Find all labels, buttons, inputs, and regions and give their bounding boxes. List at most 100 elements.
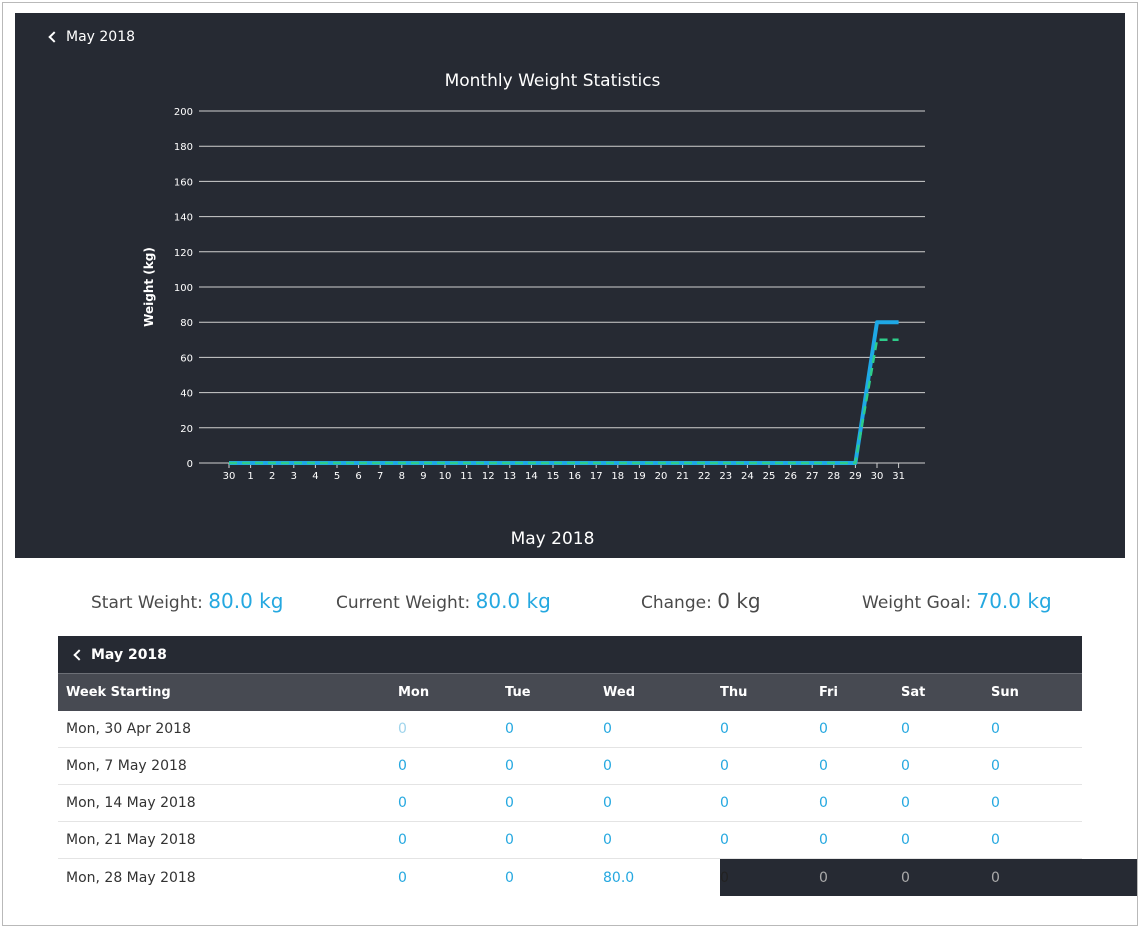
table-body: Mon, 30 Apr 2018 0 0 0 0 0 0 0 Mon, 7 May 2018 0 0… [58,711,1137,896]
column-header: Fri [819,685,838,700]
day-weight-cell[interactable]: 0 [720,832,729,848]
y-tick-label: 40 [180,389,193,400]
weight-goal-label: Weight Goal: [862,593,972,613]
day-weight-cell[interactable]: 0 [505,721,514,737]
current-weight-label: Current Weight: [336,593,471,613]
table-row: Mon, 7 May 2018 0 0 0 0 0 0 0 [58,748,1082,785]
current-weight-value: 80.0 kg [475,589,551,613]
day-weight-cell[interactable]: 0 [819,721,828,737]
prev-month-button[interactable]: May 2018 [47,29,135,45]
week-start-cell: Mon, 30 Apr 2018 [66,721,191,737]
day-weight-cell[interactable]: 0 [505,795,514,811]
x-tick-label: 10 [439,471,452,482]
x-tick-label: 12 [482,471,495,482]
day-weight-cell[interactable]: 0 [603,758,612,774]
x-tick-label: 20 [655,471,668,482]
weekly-weight-table: May 2018 Week Starting Mon Tue Wed Thu Fri Sat… [58,636,1137,896]
column-header: Week Starting [66,685,171,700]
table-row: Mon, 21 May 2018 0 0 0 0 0 0 0 [58,822,1082,859]
day-weight-cell[interactable]: 0 [398,758,407,774]
column-header: Wed [603,685,635,700]
weight-change-value: 0 kg [717,589,761,613]
day-weight-cell[interactable]: 0 [720,795,729,811]
y-tick-label: 120 [174,248,193,259]
x-tick-label: 22 [698,471,711,482]
day-weight-cell[interactable]: 0 [819,869,828,886]
weight-change: Change: 0 kg [641,589,761,613]
day-weight-cell[interactable]: 0 [720,859,1137,896]
y-tick-label: 20 [180,424,193,435]
day-weight-cell[interactable]: 0 [819,795,828,811]
table-month-label: May 2018 [91,646,167,663]
day-weight-cell[interactable]: 80.0 [603,869,635,886]
x-tick-label: 21 [676,471,689,482]
weight-summary: Start Weight: 80.0 kg Current Weight: 80… [15,573,1125,623]
y-tick-label: 200 [174,107,193,118]
x-tick-label: 14 [525,471,538,482]
x-tick-label: 15 [547,471,560,482]
day-weight-cell[interactable]: 0 [505,869,514,886]
day-weight-cell[interactable]: 0 [991,869,1000,886]
y-tick-label: 60 [180,353,193,364]
day-weight-cell[interactable]: 0 [991,795,1000,811]
x-tick-label: 1 [247,471,253,482]
day-weight-cell[interactable]: 0 [603,721,612,737]
day-weight-cell[interactable]: 0 [991,832,1000,848]
day-weight-cell[interactable]: 0 [720,721,729,737]
start-weight-value: 80.0 kg [208,589,284,613]
day-weight-cell[interactable]: 0 [398,721,407,737]
weight-change-label: Change: [641,593,712,613]
table-header-row: Week Starting Mon Tue Wed Thu Fri Sat Sun [58,673,1082,711]
day-weight-cell[interactable]: 0 [603,795,612,811]
day-weight-cell[interactable]: 0 [819,758,828,774]
day-weight-cell[interactable]: 0 [398,832,407,848]
prev-month-label: May 2018 [66,29,136,45]
day-weight-cell[interactable]: 0 [505,758,514,774]
day-weight-cell[interactable]: 0 [505,832,514,848]
day-weight-cell[interactable]: 0 [991,721,1000,737]
day-weight-cell[interactable]: 0 [901,832,910,848]
day-weight-cell[interactable]: 0 [819,832,828,848]
x-tick-label: 30 [223,471,236,482]
y-tick-label: 80 [180,318,193,329]
x-tick-label: 29 [849,471,862,482]
current-weight: Current Weight: 80.0 kg [336,589,551,613]
weight-goal-value: 70.0 kg [976,589,1052,613]
table-prev-month-button[interactable]: May 2018 [58,636,1082,673]
day-weight-cell[interactable]: 0 [398,869,407,886]
x-tick-label: 13 [503,471,516,482]
table-row: Mon, 30 Apr 2018 0 0 0 0 0 0 0 [58,711,1082,748]
day-weight-cell[interactable]: 0 [720,758,729,774]
week-start-cell: Mon, 28 May 2018 [66,869,196,886]
weight-goal: Weight Goal: 70.0 kg [862,589,1052,613]
day-weight-cell[interactable]: 0 [991,758,1000,774]
x-tick-label: 11 [460,471,473,482]
column-header: Sat [901,685,926,700]
y-tick-label: 180 [174,142,193,153]
x-tick-label: 17 [590,471,603,482]
x-tick-label: 31 [892,471,905,482]
day-weight-cell[interactable]: 0 [901,869,910,886]
y-tick-label: 160 [174,177,193,188]
chevron-left-icon [73,648,85,661]
chart-month-label: May 2018 [510,529,595,549]
x-tick-label: 8 [399,471,405,482]
day-weight-cell[interactable]: 0 [901,758,910,774]
day-weight-cell[interactable]: 0 [901,795,910,811]
day-weight-cell[interactable]: 0 [398,795,407,811]
start-weight: Start Weight: 80.0 kg [91,589,283,613]
day-weight-cell[interactable]: 0 [901,721,910,737]
x-tick-label: 25 [763,471,776,482]
x-tick-label: 16 [568,471,581,482]
y-tick-label: 100 [174,283,193,294]
day-weight-cell[interactable]: 0 [603,832,612,848]
x-tick-label: 30 [871,471,884,482]
column-header: Tue [505,685,531,700]
x-tick-label: 5 [334,471,340,482]
x-tick-label: 6 [355,471,361,482]
column-header: Mon [398,685,430,700]
x-tick-label: 7 [377,471,383,482]
y-tick-label: 140 [174,213,193,224]
